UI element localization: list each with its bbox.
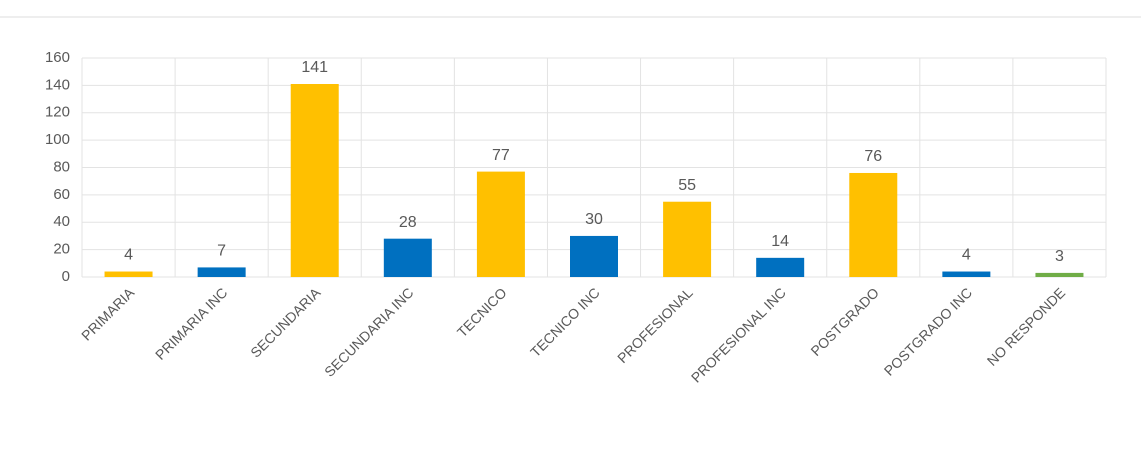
bar — [570, 235, 618, 277]
bar — [383, 238, 432, 277]
y-tick-label: 80 — [53, 158, 70, 175]
data-label: 28 — [399, 214, 417, 231]
y-tick-label: 100 — [45, 131, 70, 148]
x-tick-label: PROFESIONAL INC — [688, 284, 789, 385]
y-tick-label: 0 — [62, 268, 70, 285]
bar — [476, 171, 525, 277]
x-tick-label: SECUNDARIA — [247, 284, 324, 361]
data-label: 4 — [124, 247, 133, 264]
bar — [663, 201, 712, 277]
bar — [1035, 272, 1084, 277]
x-tick-label: SECUNDARIA INC — [321, 284, 416, 379]
data-label: 141 — [301, 59, 328, 76]
data-label: 14 — [771, 233, 789, 250]
x-tick-label: NO RESPONDE — [984, 284, 1068, 368]
x-tick-label: PRIMARIA — [78, 284, 138, 344]
y-tick-label: 60 — [53, 186, 70, 203]
bar — [756, 257, 805, 277]
y-tick-label: 160 — [45, 49, 70, 66]
bar — [290, 84, 339, 277]
data-label: 55 — [678, 177, 696, 194]
y-tick-label: 40 — [53, 213, 70, 230]
x-tick-label: POSTGRADO — [807, 284, 882, 359]
data-label: 7 — [217, 243, 226, 260]
y-tick-label: 120 — [45, 104, 70, 121]
data-label: 77 — [492, 147, 510, 164]
bar — [849, 172, 898, 277]
data-label: 30 — [585, 211, 603, 228]
x-tick-label: POSTGRADO INC — [881, 284, 975, 378]
y-tick-label: 20 — [53, 241, 70, 258]
bar — [942, 271, 991, 277]
x-tick-label: PRIMARIA INC — [152, 284, 230, 362]
bar — [197, 267, 246, 277]
data-label: 76 — [864, 148, 882, 165]
x-tick-label: PROFESIONAL — [614, 284, 696, 366]
data-label: 4 — [962, 247, 971, 264]
bar — [104, 271, 153, 277]
x-tick-label: TECNICO — [454, 284, 510, 340]
data-label: 3 — [1055, 248, 1064, 265]
x-tick-label: TECNICO INC — [527, 284, 603, 360]
y-tick-label: 140 — [45, 76, 70, 93]
